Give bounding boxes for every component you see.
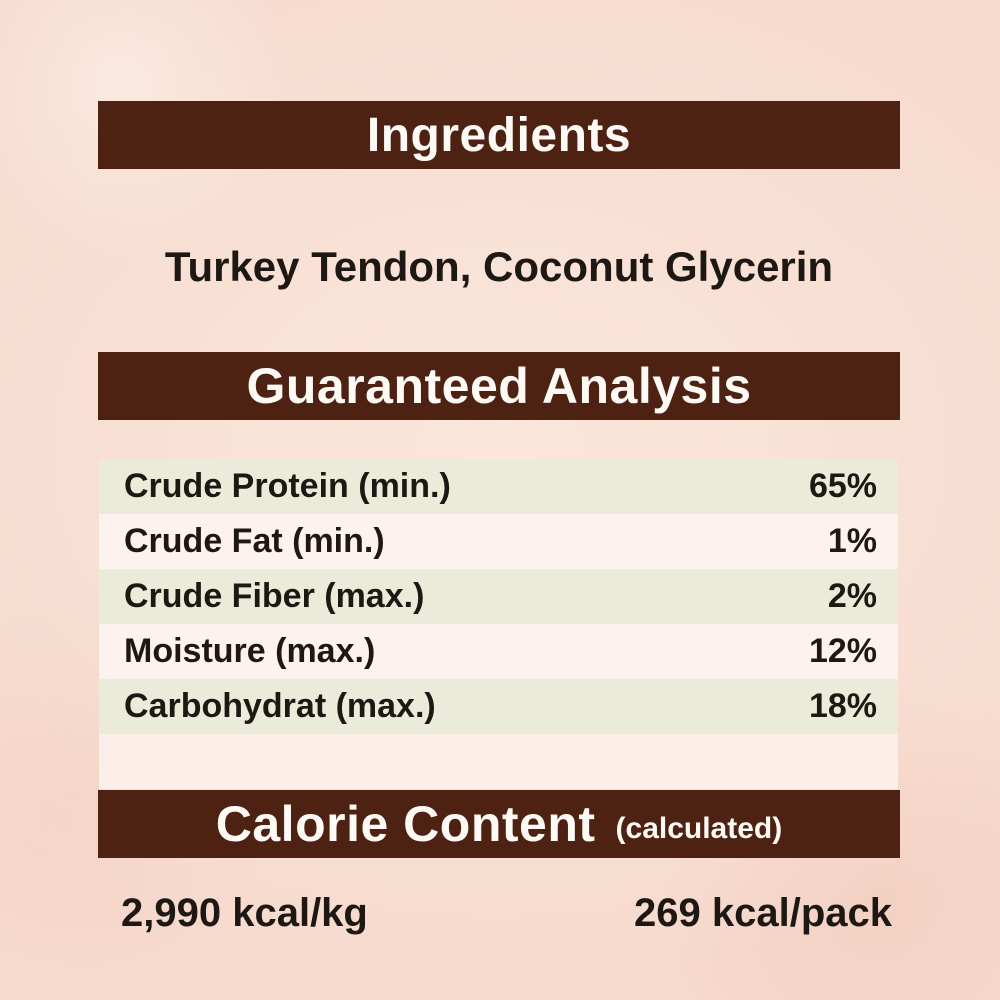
ingredients-title: Ingredients bbox=[366, 108, 632, 162]
guaranteed-analysis-title: Guaranteed Analysis bbox=[246, 358, 752, 414]
row-value: 65% bbox=[808, 467, 877, 505]
calorie-values-row: 2,990 kcal/kg 269 kcal/pack bbox=[99, 891, 898, 936]
row-value: 12% bbox=[808, 632, 877, 670]
row-label: Moisture (max.) bbox=[124, 632, 376, 670]
row-label: Crude Protein (min.) bbox=[124, 467, 451, 505]
table-row: Crude Fiber (max.) 2% bbox=[99, 569, 898, 624]
table-row: Crude Fat (min.) 1% bbox=[99, 514, 898, 569]
ingredients-header-bar: Ingredients bbox=[98, 101, 900, 169]
row-value: 2% bbox=[827, 577, 877, 615]
calorie-content-title: Calorie Content bbox=[215, 796, 596, 852]
row-value: 18% bbox=[808, 687, 877, 725]
table-row: Crude Protein (min.) 65% bbox=[99, 459, 898, 514]
calories-per-pack: 269 kcal/pack bbox=[634, 891, 892, 935]
calorie-content-subtitle: (calculated) bbox=[615, 812, 783, 845]
calorie-content-header-bar: Calorie Content (calculated) bbox=[98, 790, 900, 858]
table-row: Carbohydrat (max.) 18% bbox=[99, 679, 898, 734]
table-row: Moisture (max.) 12% bbox=[99, 624, 898, 679]
row-value: 1% bbox=[827, 522, 877, 560]
guaranteed-analysis-table: Crude Protein (min.) 65% Crude Fat (min.… bbox=[99, 459, 898, 789]
row-label: Crude Fiber (max.) bbox=[124, 577, 425, 615]
guaranteed-analysis-header-bar: Guaranteed Analysis bbox=[98, 352, 900, 420]
row-label: Crude Fat (min.) bbox=[124, 522, 385, 560]
row-label: Carbohydrat (max.) bbox=[124, 687, 436, 725]
calories-per-kg: 2,990 kcal/kg bbox=[121, 891, 368, 935]
ingredients-text: Turkey Tendon, Coconut Glycerin bbox=[164, 243, 834, 290]
table-spacer-row bbox=[99, 734, 898, 789]
